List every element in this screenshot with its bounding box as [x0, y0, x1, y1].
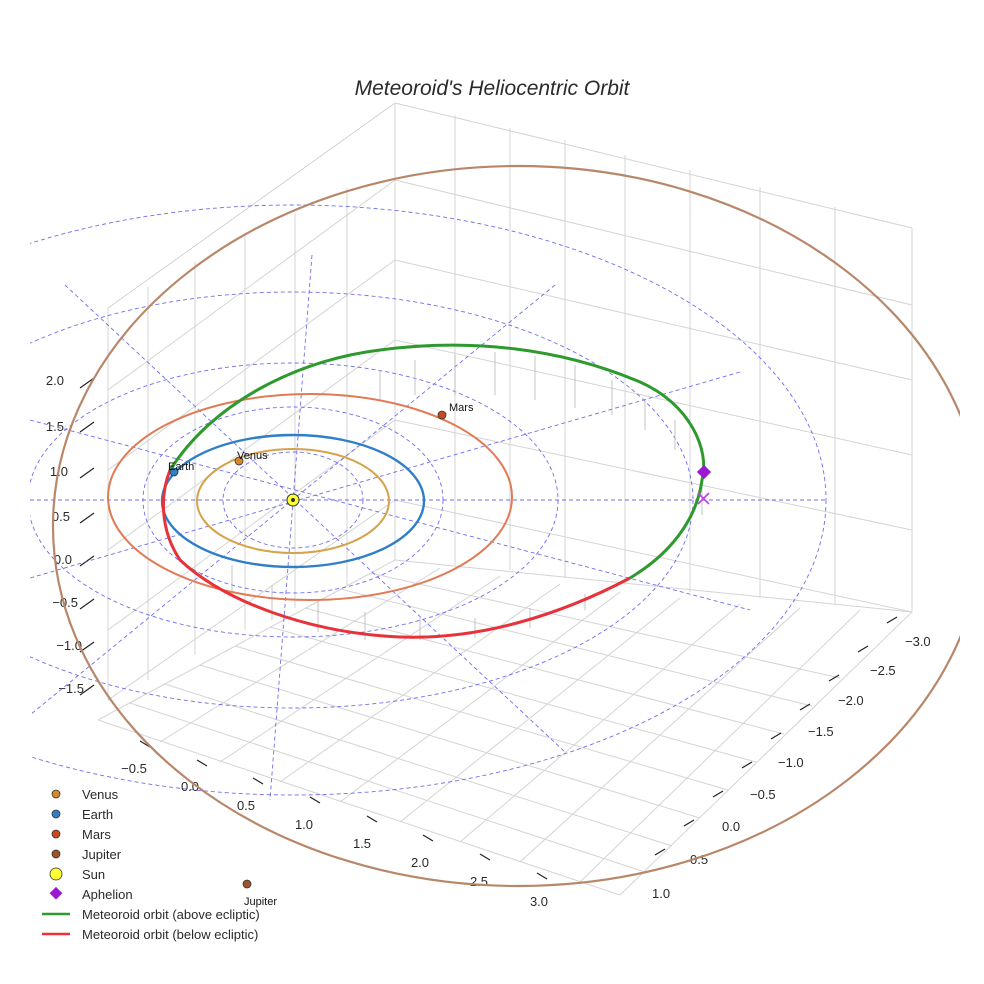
legend-aphelion-label: Aphelion: [82, 887, 133, 902]
y-tick-label: −3.0: [905, 634, 931, 649]
legend-sun-label: Sun: [82, 867, 105, 882]
legend-earth-icon: [51, 809, 61, 819]
legend-aphelion-icon: [49, 886, 63, 900]
meteoroid-orbit-below: [161, 469, 631, 639]
axis-ticks: [79, 377, 898, 880]
z-tick-label: 1.5: [46, 419, 64, 434]
y-tick-label: −2.5: [870, 663, 896, 678]
sun-center: [291, 498, 295, 502]
legend-orbit-above-label: Meteoroid orbit (above ecliptic): [82, 907, 260, 922]
jupiter-marker: [242, 879, 252, 889]
legend: Venus Earth Mars Jupiter Sun Aphelion Me…: [42, 787, 260, 942]
z-tick-label: −1.5: [58, 681, 84, 696]
orbit-drop-lines: [231, 352, 703, 640]
y-tick-label: 0.0: [722, 819, 740, 834]
legend-orbit-below-label: Meteoroid orbit (below ecliptic): [82, 927, 258, 942]
mars-label: Mars: [449, 402, 474, 414]
y-tick-label: −0.5: [750, 787, 776, 802]
z-tick-label: −1.0: [56, 638, 82, 653]
x-tick-label: 0.0: [181, 779, 199, 794]
mars-marker: [437, 410, 447, 420]
x-tick-label: 0.5: [237, 798, 255, 813]
legend-mars-icon: [51, 829, 61, 839]
legend-earth-label: Earth: [82, 807, 113, 822]
y-tick-label: 1.0: [652, 886, 670, 901]
legend-jupiter-label: Jupiter: [82, 847, 122, 862]
venus-label: Venus: [237, 450, 268, 462]
legend-sun-icon: [49, 867, 63, 881]
x-tick-label: 1.5: [353, 836, 371, 851]
jupiter-label: Jupiter: [244, 896, 277, 908]
x-tick-label: 2.5: [470, 874, 488, 889]
z-tick-label: 2.0: [46, 373, 64, 388]
x-tick-label: −0.5: [121, 761, 147, 776]
x-tick-label: 3.0: [530, 894, 548, 909]
legend-venus-label: Venus: [82, 787, 119, 802]
earth-label: Earth: [168, 461, 194, 473]
jupiter-orbit: [52, 165, 960, 887]
y-tick-label: −2.0: [838, 693, 864, 708]
earth-marker: [169, 467, 179, 477]
aphelion-projection-icon: [697, 492, 710, 505]
x-tick-label: 1.0: [295, 817, 313, 832]
chart-title: Meteoroid's Heliocentric Orbit: [355, 77, 631, 100]
legend-venus-icon: [51, 789, 61, 799]
meteoroid-orbit-above: [168, 343, 706, 580]
box-grid: [97, 102, 913, 896]
legend-mars-label: Mars: [82, 827, 111, 842]
y-tick-label: −1.0: [778, 755, 804, 770]
legend-jupiter-icon: [51, 849, 61, 859]
x-tick-label: 2.0: [411, 855, 429, 870]
mars-orbit: [107, 393, 513, 601]
z-tick-label: 0.5: [52, 509, 70, 524]
venus-marker: [234, 456, 244, 466]
y-tick-label: −1.5: [808, 724, 834, 739]
z-tick-label: −0.5: [52, 595, 78, 610]
aphelion-marker: [696, 464, 712, 480]
venus-orbit: [196, 448, 390, 554]
